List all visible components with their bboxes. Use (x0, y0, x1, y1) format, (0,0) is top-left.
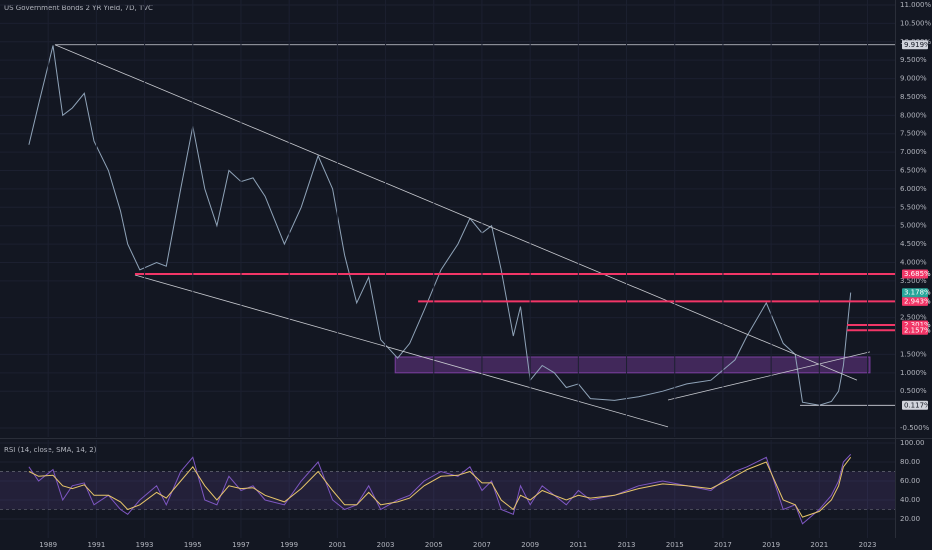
y-tick-label: 40.00 (900, 496, 920, 504)
x-tick-label: 2019 (762, 541, 780, 549)
y-tick-label: 0.500% (900, 387, 927, 395)
y-tick-label: 100.00 (900, 439, 925, 447)
chart-title: US Government Bonds 2 YR Yield, 7D, TVC (4, 4, 153, 12)
level-tag (902, 325, 928, 335)
level-tag-label: 0.117% (904, 401, 931, 409)
y-tick-label: 11.000% (900, 1, 931, 9)
x-tick-label: 2005 (425, 541, 443, 549)
level-tag (902, 296, 928, 306)
rsi-line (28, 454, 852, 525)
x-tick-label: 1995 (184, 541, 202, 549)
trend-line (667, 351, 871, 401)
x-tick-label: 2003 (377, 541, 395, 549)
x-tick-label: 1991 (87, 541, 105, 549)
x-tick-label: 1993 (136, 541, 154, 549)
y-tick-label: 9.500% (900, 56, 927, 64)
level-tag (902, 400, 928, 410)
y-tick-label: 3.500% (900, 277, 927, 285)
rsi-line (28, 456, 852, 518)
level-tag (902, 40, 928, 50)
y-tick-label: 7.500% (900, 130, 927, 138)
rsi-band (0, 471, 895, 510)
y-tick-label: 1.000% (900, 369, 927, 377)
y-tick-label: 9.000% (900, 75, 927, 83)
last-price-label: 3.178% (904, 289, 931, 297)
y-tick-label: 8.500% (900, 93, 927, 101)
y-tick-label: 6.500% (900, 167, 927, 175)
y-tick-label: -0.500% (900, 424, 930, 432)
zone (394, 356, 871, 374)
y-tick-label: 5.000% (900, 222, 927, 230)
y-tick-label: 80.00 (900, 458, 920, 466)
y-tick-label: 6.000% (900, 185, 927, 193)
x-tick-label: 2001 (328, 541, 346, 549)
y-tick-label: 1.500% (900, 350, 927, 358)
y-tick-label: 20.00 (900, 515, 920, 523)
x-tick-label: 1999 (280, 541, 298, 549)
x-tick-label: 2007 (473, 541, 491, 549)
x-tick-label: 2023 (859, 541, 877, 549)
trend-line (134, 274, 669, 428)
y-tick-label: 2.500% (900, 314, 927, 322)
level-tag (902, 269, 928, 279)
x-tick-label: 2011 (569, 541, 587, 549)
y-tick-label: 4.500% (900, 240, 927, 248)
y-tick-label: 60.00 (900, 477, 920, 485)
x-tick-label: 2013 (618, 541, 636, 549)
x-tick-label: 2015 (666, 541, 684, 549)
x-tick-label: 2009 (521, 541, 539, 549)
level-tag-label: 2.157% (904, 326, 931, 334)
y-tick-label: 10.500% (900, 19, 931, 27)
level-tag-label: 2.301% (904, 321, 931, 329)
x-tick-label: 2021 (810, 541, 828, 549)
level-tag-label: 9.919% (904, 41, 931, 49)
x-tick-label: 2017 (714, 541, 732, 549)
y-tick-label: 5.500% (900, 203, 927, 211)
x-tick-label: 1997 (232, 541, 250, 549)
level-tag-label: 3.685% (904, 270, 931, 278)
y-tick-label: 7.000% (900, 148, 927, 156)
y-tick-label: 8.000% (900, 111, 927, 119)
x-tick-label: 1989 (39, 541, 57, 549)
yield-line (28, 45, 852, 406)
last-price-tag (902, 288, 928, 298)
rsi-title: RSI (14, close, SMA, 14, 2) (4, 446, 97, 454)
level-tag-label: 2.943% (904, 297, 931, 305)
y-tick-label: 4.000% (900, 258, 927, 266)
